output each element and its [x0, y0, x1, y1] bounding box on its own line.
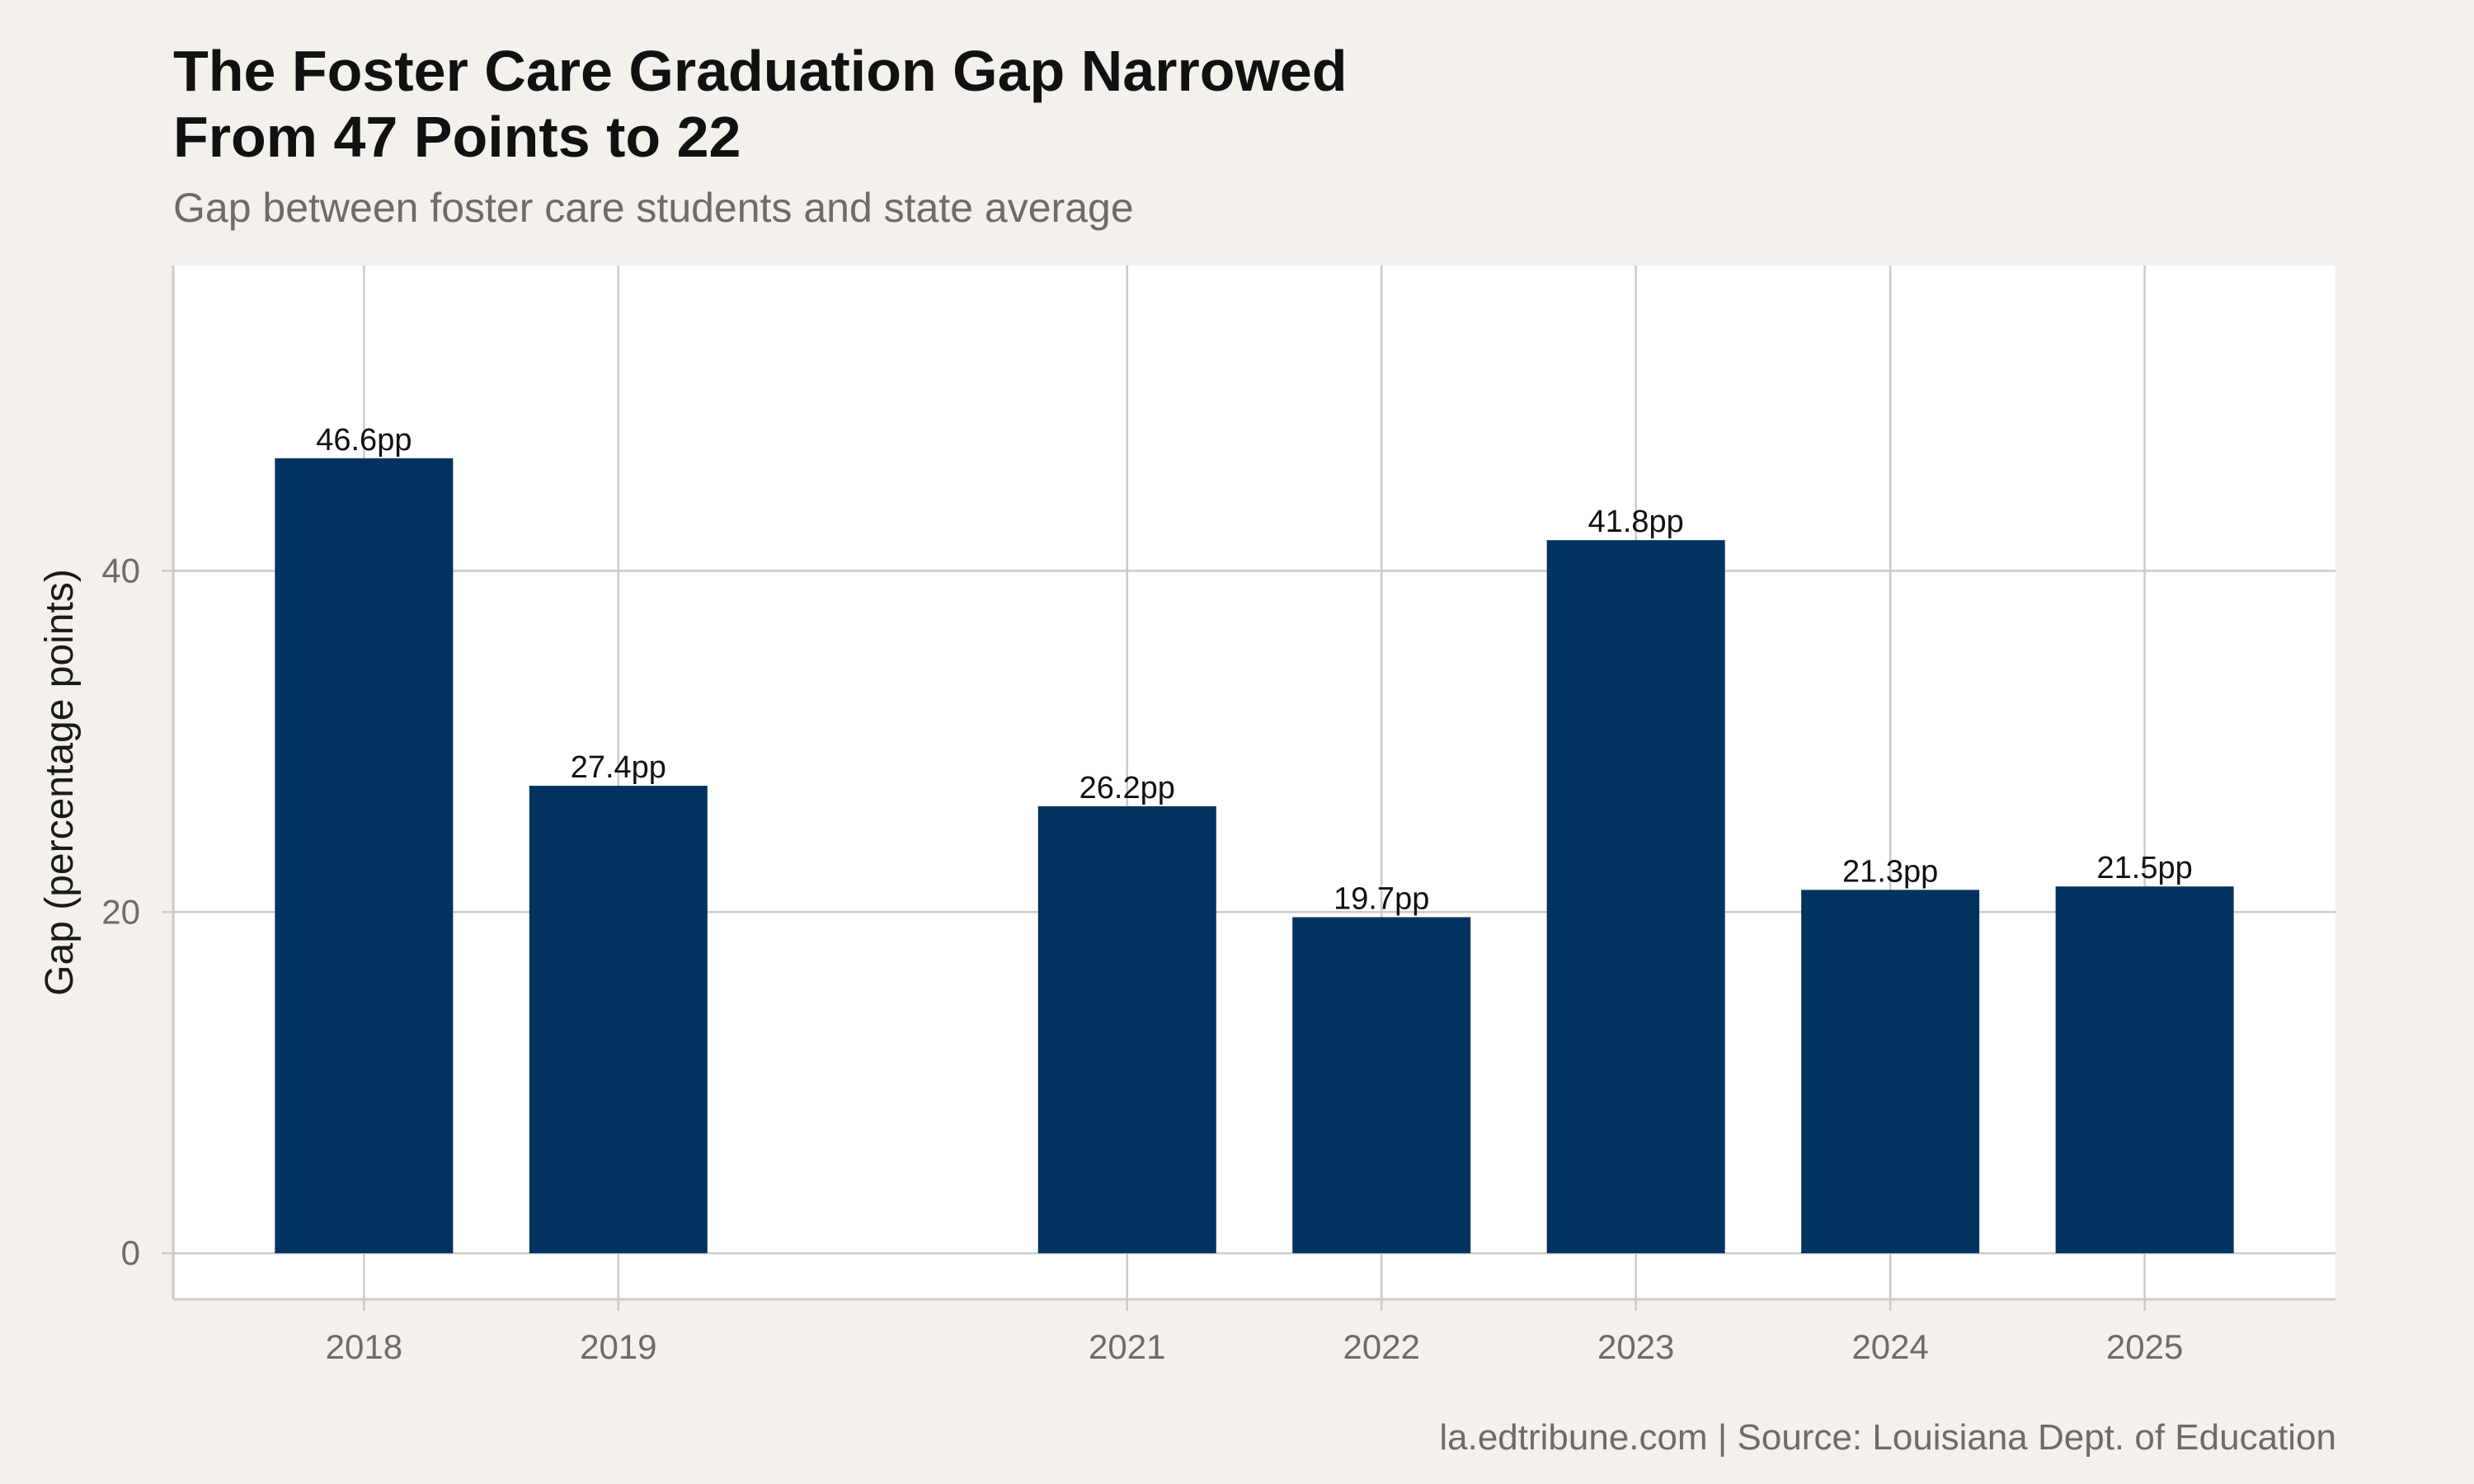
x-tick-label-2025: 2025: [2106, 1327, 2183, 1366]
bar-2021: [1037, 805, 1216, 1254]
data-label-2018: 46.6pp: [316, 423, 412, 458]
chart-caption: la.edtribune.com | Source: Louisiana Dep…: [1439, 1417, 2336, 1458]
bar-2023: [1546, 540, 1725, 1254]
y-tick-label: 20: [101, 892, 140, 931]
data-label-2019: 27.4pp: [571, 750, 666, 785]
data-label-2022: 19.7pp: [1333, 881, 1429, 916]
data-label-2021: 26.2pp: [1079, 771, 1175, 805]
data-label-2024: 21.3pp: [1842, 854, 1938, 889]
bar-2024: [1801, 890, 1980, 1254]
x-tick-label-2024: 2024: [1851, 1327, 1928, 1366]
chart-title-line-1: The Foster Care Graduation Gap Narrowed: [173, 39, 1348, 103]
x-tick-label-2018: 2018: [326, 1327, 402, 1366]
bar-2025: [2055, 886, 2234, 1254]
y-axis-title: Gap (percentage points): [38, 569, 82, 996]
chart-title: The Foster Care Graduation Gap Narrowed …: [173, 38, 2152, 170]
bar-2019: [529, 786, 708, 1254]
chart-title-line-2: From 47 Points to 22: [173, 105, 741, 169]
data-label-2023: 41.8pp: [1588, 505, 1684, 539]
bar-2018: [275, 458, 454, 1254]
plot-panel: [173, 265, 2335, 1299]
x-tick-label-2021: 2021: [1089, 1327, 1165, 1366]
x-tick-label-2022: 2022: [1343, 1327, 1420, 1366]
y-tick-label: 40: [101, 551, 140, 589]
x-tick-label-2019: 2019: [580, 1327, 656, 1366]
x-tick-label-2023: 2023: [1597, 1327, 1674, 1366]
data-label-2025: 21.5pp: [2097, 851, 2193, 885]
chart-subtitle: Gap between foster care students and sta…: [173, 185, 1134, 231]
y-tick-label: 0: [121, 1233, 140, 1272]
bar-2022: [1292, 917, 1471, 1254]
